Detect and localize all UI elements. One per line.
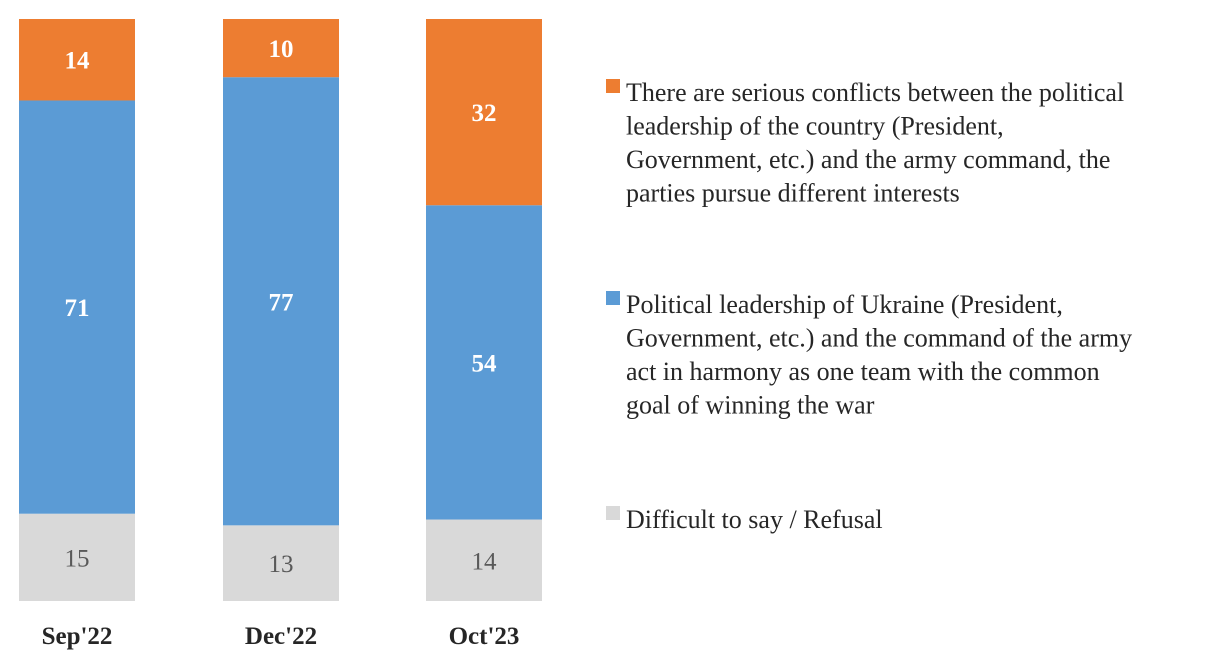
bar-harmony-1: [223, 77, 339, 526]
bar-refusal-0: [19, 513, 135, 601]
data-label-harmony-1: 77: [269, 289, 294, 316]
data-label-conflict-2: 32: [472, 100, 497, 127]
bar-conflict-2: [426, 19, 542, 206]
legend: There are serious conflicts between the …: [606, 78, 1132, 534]
category-labels: Sep'22 Dec'22 Oct'23: [42, 623, 520, 650]
data-label-conflict-0: 14: [65, 48, 91, 75]
data-label-refusal-2: 14: [472, 548, 498, 575]
legend-text-conflict-line-1: leadership of the country (President,: [626, 112, 1004, 141]
data-label-refusal-1: 13: [269, 551, 294, 578]
category-label-0: Sep'22: [42, 623, 113, 650]
category-label-1: Dec'22: [245, 623, 317, 650]
bar-refusal-1: [223, 525, 339, 601]
bar-harmony-2: [426, 205, 542, 520]
legend-swatch-refusal: [606, 506, 620, 520]
legend-swatch-conflict: [606, 79, 620, 93]
data-label-harmony-2: 54: [472, 350, 498, 377]
legend-text-conflict-line-3: parties pursue different interests: [626, 179, 960, 208]
legend-text-harmony-line-0: Political leadership of Ukraine (Preside…: [626, 290, 1063, 319]
bar-harmony-0: [19, 100, 135, 514]
data-label-conflict-1: 10: [269, 36, 294, 63]
category-label-2: Oct'23: [449, 623, 520, 650]
bar-conflict-0: [19, 19, 135, 101]
legend-text-conflict-line-2: Government, etc.) and the army command, …: [626, 145, 1110, 174]
data-label-refusal-0: 15: [65, 545, 90, 572]
legend-text-harmony-line-3: goal of winning the war: [626, 391, 875, 420]
bars-group: 15 71 14 13 77 10 14 54 32: [19, 19, 542, 601]
legend-text-harmony-line-1: Government, etc.) and the command of the…: [626, 324, 1132, 353]
legend-text-conflict-line-0: There are serious conflicts between the …: [626, 78, 1124, 107]
bar-conflict-1: [223, 19, 339, 78]
bar-refusal-2: [426, 519, 542, 601]
legend-text-harmony-line-2: act in harmony as one team with the comm…: [626, 357, 1100, 386]
legend-swatch-harmony: [606, 291, 620, 305]
data-label-harmony-0: 71: [65, 295, 90, 322]
legend-text-refusal-line-0: Difficult to say / Refusal: [626, 505, 883, 534]
